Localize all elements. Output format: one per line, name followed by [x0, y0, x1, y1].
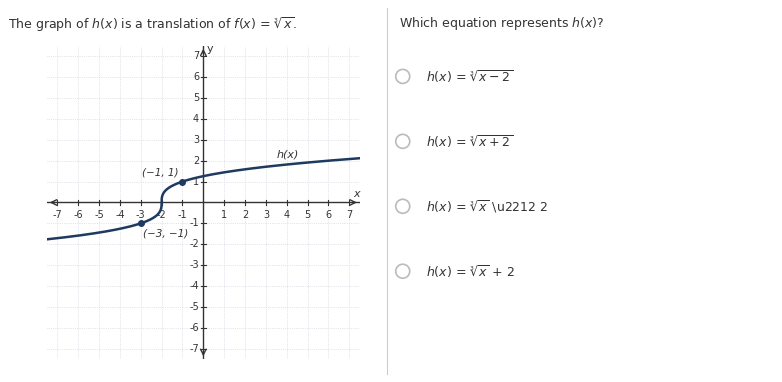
Text: -2: -2	[156, 210, 167, 220]
Text: 2: 2	[242, 210, 248, 220]
Text: 1: 1	[193, 176, 199, 186]
Text: -1: -1	[178, 210, 187, 220]
Text: 4: 4	[193, 114, 199, 124]
Text: (−3, −1): (−3, −1)	[143, 228, 188, 239]
Text: -6: -6	[74, 210, 83, 220]
Text: -2: -2	[189, 239, 199, 249]
Text: (−1, 1): (−1, 1)	[142, 167, 178, 177]
Text: 2: 2	[193, 156, 199, 166]
Text: 6: 6	[325, 210, 332, 220]
Text: -7: -7	[52, 210, 63, 220]
Text: -1: -1	[189, 219, 199, 228]
Text: -6: -6	[189, 323, 199, 333]
Text: x: x	[353, 189, 360, 199]
Text: -3: -3	[136, 210, 145, 220]
Text: -7: -7	[189, 344, 199, 354]
Text: -4: -4	[115, 210, 124, 220]
Text: 5: 5	[193, 93, 199, 103]
Text: -4: -4	[189, 281, 199, 291]
Text: 3: 3	[263, 210, 269, 220]
Text: $\it{h}$($\it{x}$) = $\sqrt[3]{x}$ \u2212 2: $\it{h}$($\it{x}$) = $\sqrt[3]{x}$ \u221…	[426, 198, 549, 215]
Text: 7: 7	[346, 210, 353, 220]
Text: $\it{h}$($\it{x}$) = $\sqrt[3]{x}$ + 2: $\it{h}$($\it{x}$) = $\sqrt[3]{x}$ + 2	[426, 263, 515, 280]
Text: -3: -3	[189, 260, 199, 270]
Text: -5: -5	[94, 210, 104, 220]
Text: -5: -5	[189, 302, 199, 312]
Text: The graph of $\it{h}$($\it{x}$) is a translation of $\it{f}$($\it{x}$) = $\sqrt[: The graph of $\it{h}$($\it{x}$) is a tra…	[8, 15, 296, 34]
Text: 5: 5	[304, 210, 310, 220]
Text: Which equation represents $\it{h}$($\it{x}$)?: Which equation represents $\it{h}$($\it{…	[399, 15, 604, 32]
Text: 4: 4	[284, 210, 290, 220]
Text: h(x): h(x)	[276, 149, 299, 159]
Text: $\it{h}$($\it{x}$) = $\sqrt[3]{x - 2}$: $\it{h}$($\it{x}$) = $\sqrt[3]{x - 2}$	[426, 68, 513, 85]
Text: $\it{h}$($\it{x}$) = $\sqrt[3]{x + 2}$: $\it{h}$($\it{x}$) = $\sqrt[3]{x + 2}$	[426, 133, 513, 150]
Text: 7: 7	[193, 51, 199, 61]
Text: 3: 3	[193, 135, 199, 145]
Text: y: y	[206, 44, 213, 54]
Text: 1: 1	[221, 210, 228, 220]
Text: 6: 6	[193, 72, 199, 82]
